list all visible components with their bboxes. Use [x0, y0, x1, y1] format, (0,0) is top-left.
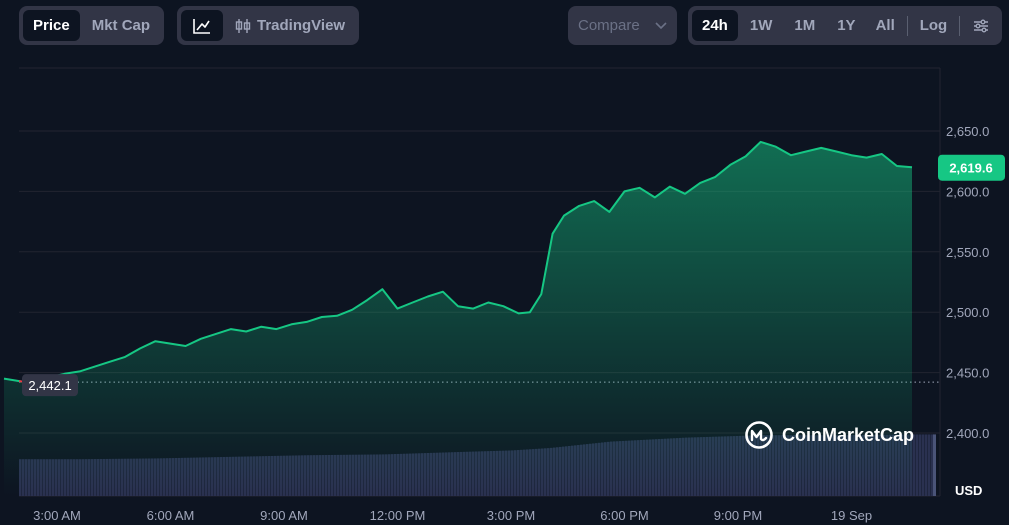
chevron-down-icon [655, 21, 667, 30]
x-tick-label: 9:00 AM [260, 508, 308, 523]
line-chart-icon [193, 18, 211, 34]
currency-unit-label: USD [955, 483, 982, 498]
compare-dropdown[interactable]: Compare [568, 6, 677, 45]
volume-bar [925, 434, 928, 496]
volume-bar [922, 434, 925, 496]
tradingview-button[interactable]: TradingView [225, 10, 355, 41]
chart-type-tabs: TradingView [177, 6, 360, 45]
tab-price[interactable]: Price [23, 10, 80, 41]
log-toggle[interactable]: Log [919, 17, 948, 34]
range-1w[interactable]: 1W [749, 17, 773, 34]
x-tick-label: 6:00 AM [147, 508, 195, 523]
volume-bar [913, 434, 916, 496]
tradingview-label: TradingView [257, 17, 346, 34]
watermark-text: CoinMarketCap [782, 424, 915, 445]
y-tick-label: 2,650.0 [946, 124, 989, 139]
range-tabs: 24h 1W 1M 1Y All Log [688, 6, 1003, 45]
open-price-label: 2,442.1 [28, 378, 71, 393]
y-tick-label: 2,550.0 [946, 245, 989, 260]
volume-bar [916, 434, 919, 496]
current-price-label: 2,619.6 [949, 161, 992, 176]
volume-bar [933, 434, 936, 496]
range-1m[interactable]: 1M [794, 17, 816, 34]
open-price-badge [22, 374, 78, 397]
candlestick-icon [235, 18, 251, 34]
current-price-badge [938, 154, 1005, 181]
x-tick-label: 6:00 PM [600, 508, 648, 523]
range-24h[interactable]: 24h [692, 10, 738, 41]
chart-settings-button[interactable] [964, 10, 998, 41]
metric-tabs: Price Mkt Cap [19, 6, 165, 45]
y-tick-label: 2,400.0 [946, 426, 989, 441]
x-tick-label: 12:00 PM [370, 508, 426, 523]
settings-divider [959, 15, 961, 36]
y-tick-label: 2,600.0 [946, 184, 989, 199]
volume-bar [931, 434, 934, 496]
y-tick-label: 2,450.0 [946, 366, 989, 381]
compare-label: Compare [578, 17, 640, 34]
x-tick-label: 19 Sep [831, 508, 872, 523]
x-tick-label: 3:00 PM [487, 508, 535, 523]
tab-mkt-cap[interactable]: Mkt Cap [91, 17, 151, 34]
x-tick-label: 9:00 PM [714, 508, 762, 523]
x-tick-label: 3:00 AM [33, 508, 81, 523]
coinmarketcap-logo-icon [744, 420, 774, 450]
price-area-fill [4, 141, 912, 496]
y-tick-label: 2,500.0 [946, 305, 989, 320]
price-line [3, 140, 913, 385]
volume-bar [928, 434, 931, 496]
sliders-icon [973, 19, 989, 33]
range-1y[interactable]: 1Y [837, 17, 856, 34]
range-all[interactable]: All [875, 17, 895, 34]
line-chart-button[interactable] [181, 10, 223, 41]
volume-bar [919, 434, 922, 496]
watermark: CoinMarketCap [744, 420, 914, 450]
range-divider [906, 15, 908, 36]
